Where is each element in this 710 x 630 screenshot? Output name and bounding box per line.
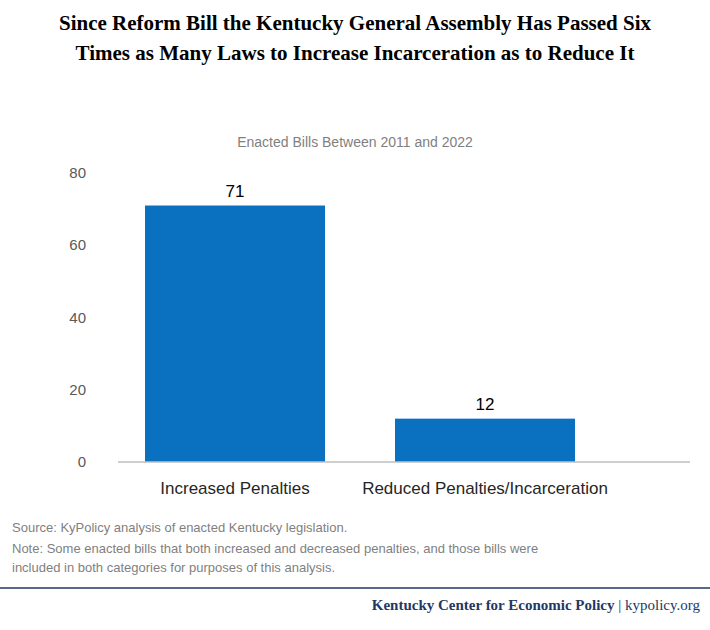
bar — [145, 206, 325, 462]
title: Times as Many Laws to Increase Incarcera… — [76, 41, 635, 65]
background — [0, 0, 710, 630]
y-tick-label: 60 — [69, 236, 86, 253]
y-tick-label: 80 — [69, 164, 86, 181]
source: Source: KyPolicy analysis of enacted Ken… — [12, 520, 347, 535]
subtitle: Enacted Bills Between 2011 and 2022 — [237, 134, 473, 150]
y-tick-label: 20 — [69, 381, 86, 398]
note: Note: Some enacted bills that both incre… — [12, 541, 538, 556]
data-label: 12 — [476, 395, 495, 414]
chart: Since Reform Bill the Kentucky General A… — [0, 0, 710, 630]
note: included in both categories for purposes… — [12, 560, 335, 575]
y-tick-label: 0 — [78, 453, 86, 470]
data-label: 71 — [226, 182, 245, 201]
bar — [395, 419, 575, 462]
footer-part: | kypolicy.org — [615, 597, 701, 613]
title: Since Reform Bill the Kentucky General A… — [59, 11, 652, 35]
x-tick-label: Reduced Penalties/Incarceration — [362, 479, 608, 498]
footer-rule — [0, 587, 710, 589]
y-tick-label: 40 — [69, 309, 86, 326]
x-axis — [118, 461, 690, 463]
footer-part: Kentucky Center for Economic Policy — [372, 597, 615, 613]
bars — [145, 206, 575, 462]
x-tick-label: Increased Penalties — [160, 479, 309, 498]
footer: Kentucky Center for Economic Policy | ky… — [372, 597, 701, 613]
